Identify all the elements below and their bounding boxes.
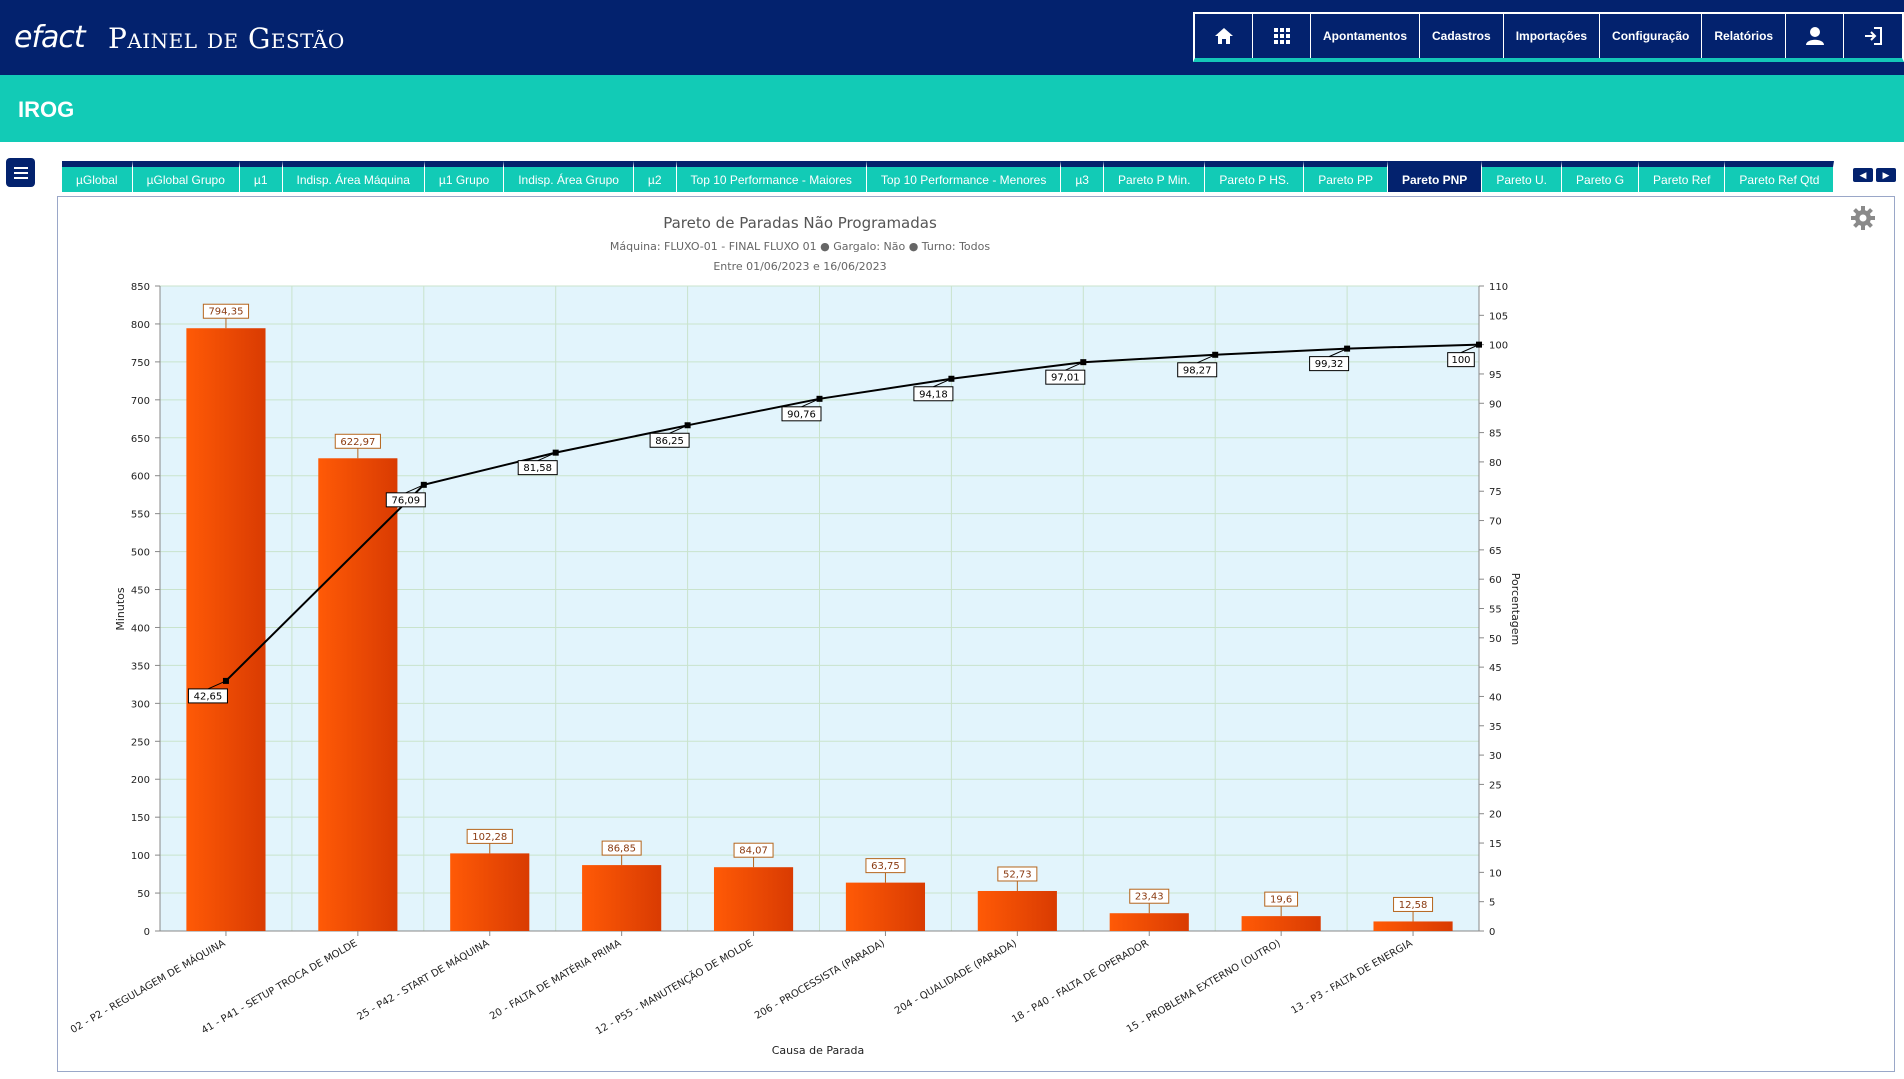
- tab-pareto-g[interactable]: Pareto G: [1562, 161, 1640, 192]
- tab-u1-grupo[interactable]: µ1 Grupo: [424, 161, 505, 192]
- tab-u3[interactable]: µ3: [1061, 161, 1104, 192]
- tab-top10-menores[interactable]: Top 10 Performance - Menores: [866, 161, 1062, 192]
- report-tabs: µGlobal µGlobal Grupo µ1 Indisp. Área Má…: [62, 161, 1835, 192]
- chart-panel: [57, 196, 1895, 1072]
- nav-home[interactable]: [1195, 14, 1253, 58]
- chevron-right-icon: ▶: [1882, 169, 1890, 180]
- tab-pareto-pp[interactable]: Pareto PP: [1304, 161, 1388, 192]
- page-header-band: IROG: [0, 75, 1904, 142]
- logout-icon: [1865, 27, 1883, 45]
- nav-configuracao[interactable]: Configuração: [1600, 14, 1703, 58]
- tab-pareto-p-min[interactable]: Pareto P Min.: [1103, 161, 1206, 192]
- main-nav: Apontamentos Cadastros Importações Confi…: [1193, 12, 1904, 62]
- tab-u1[interactable]: µ1: [239, 161, 283, 192]
- tab-scroll-arrows: ◀ ▶: [1853, 168, 1896, 182]
- home-icon: [1214, 28, 1233, 44]
- tab-ugl-grupo[interactable]: µGlobal Grupo: [132, 161, 240, 192]
- tab-pareto-pnp[interactable]: Pareto PNP: [1387, 161, 1483, 192]
- gear-icon[interactable]: [1851, 206, 1875, 230]
- side-menu-button[interactable]: [6, 158, 35, 187]
- tab-u2[interactable]: µ2: [633, 161, 677, 192]
- logo[interactable]: efact: [14, 20, 86, 55]
- top-bar: efact Painel de Gestão Apontamentos Cada…: [0, 0, 1904, 75]
- chevron-left-icon: ◀: [1859, 169, 1867, 180]
- tab-scroll-right[interactable]: ▶: [1876, 168, 1896, 182]
- nav-apontamentos[interactable]: Apontamentos: [1311, 14, 1420, 58]
- apps-grid-icon: [1273, 28, 1290, 44]
- tab-pareto-u[interactable]: Pareto U.: [1482, 161, 1563, 192]
- nav-user[interactable]: [1786, 14, 1845, 58]
- nav-relatorios[interactable]: Relatórios: [1702, 14, 1787, 58]
- menu-icon: [13, 166, 28, 179]
- tab-top10-maiores[interactable]: Top 10 Performance - Maiores: [676, 161, 867, 192]
- nav-apps[interactable]: [1253, 14, 1311, 58]
- app-title: Painel de Gestão: [108, 22, 345, 55]
- tab-scroll-left[interactable]: ◀: [1853, 168, 1873, 182]
- tab-pareto-p-hs[interactable]: Pareto P HS.: [1205, 161, 1305, 192]
- tab-indisp-area-grupo[interactable]: Indisp. Área Grupo: [504, 161, 634, 192]
- page-title: IROG: [18, 97, 75, 122]
- nav-logout[interactable]: [1844, 14, 1902, 58]
- tab-pareto-ref-qtd[interactable]: Pareto Ref Qtd: [1725, 161, 1835, 192]
- logo-text: efact: [14, 20, 86, 55]
- tab-pareto-ref[interactable]: Pareto Ref: [1639, 161, 1726, 192]
- nav-cadastros[interactable]: Cadastros: [1420, 14, 1504, 58]
- tab-indisp-area-maquina[interactable]: Indisp. Área Máquina: [282, 161, 425, 192]
- tab-ugl[interactable]: µGlobal: [62, 161, 133, 192]
- nav-importacoes[interactable]: Importações: [1504, 14, 1601, 58]
- user-icon: [1805, 27, 1824, 45]
